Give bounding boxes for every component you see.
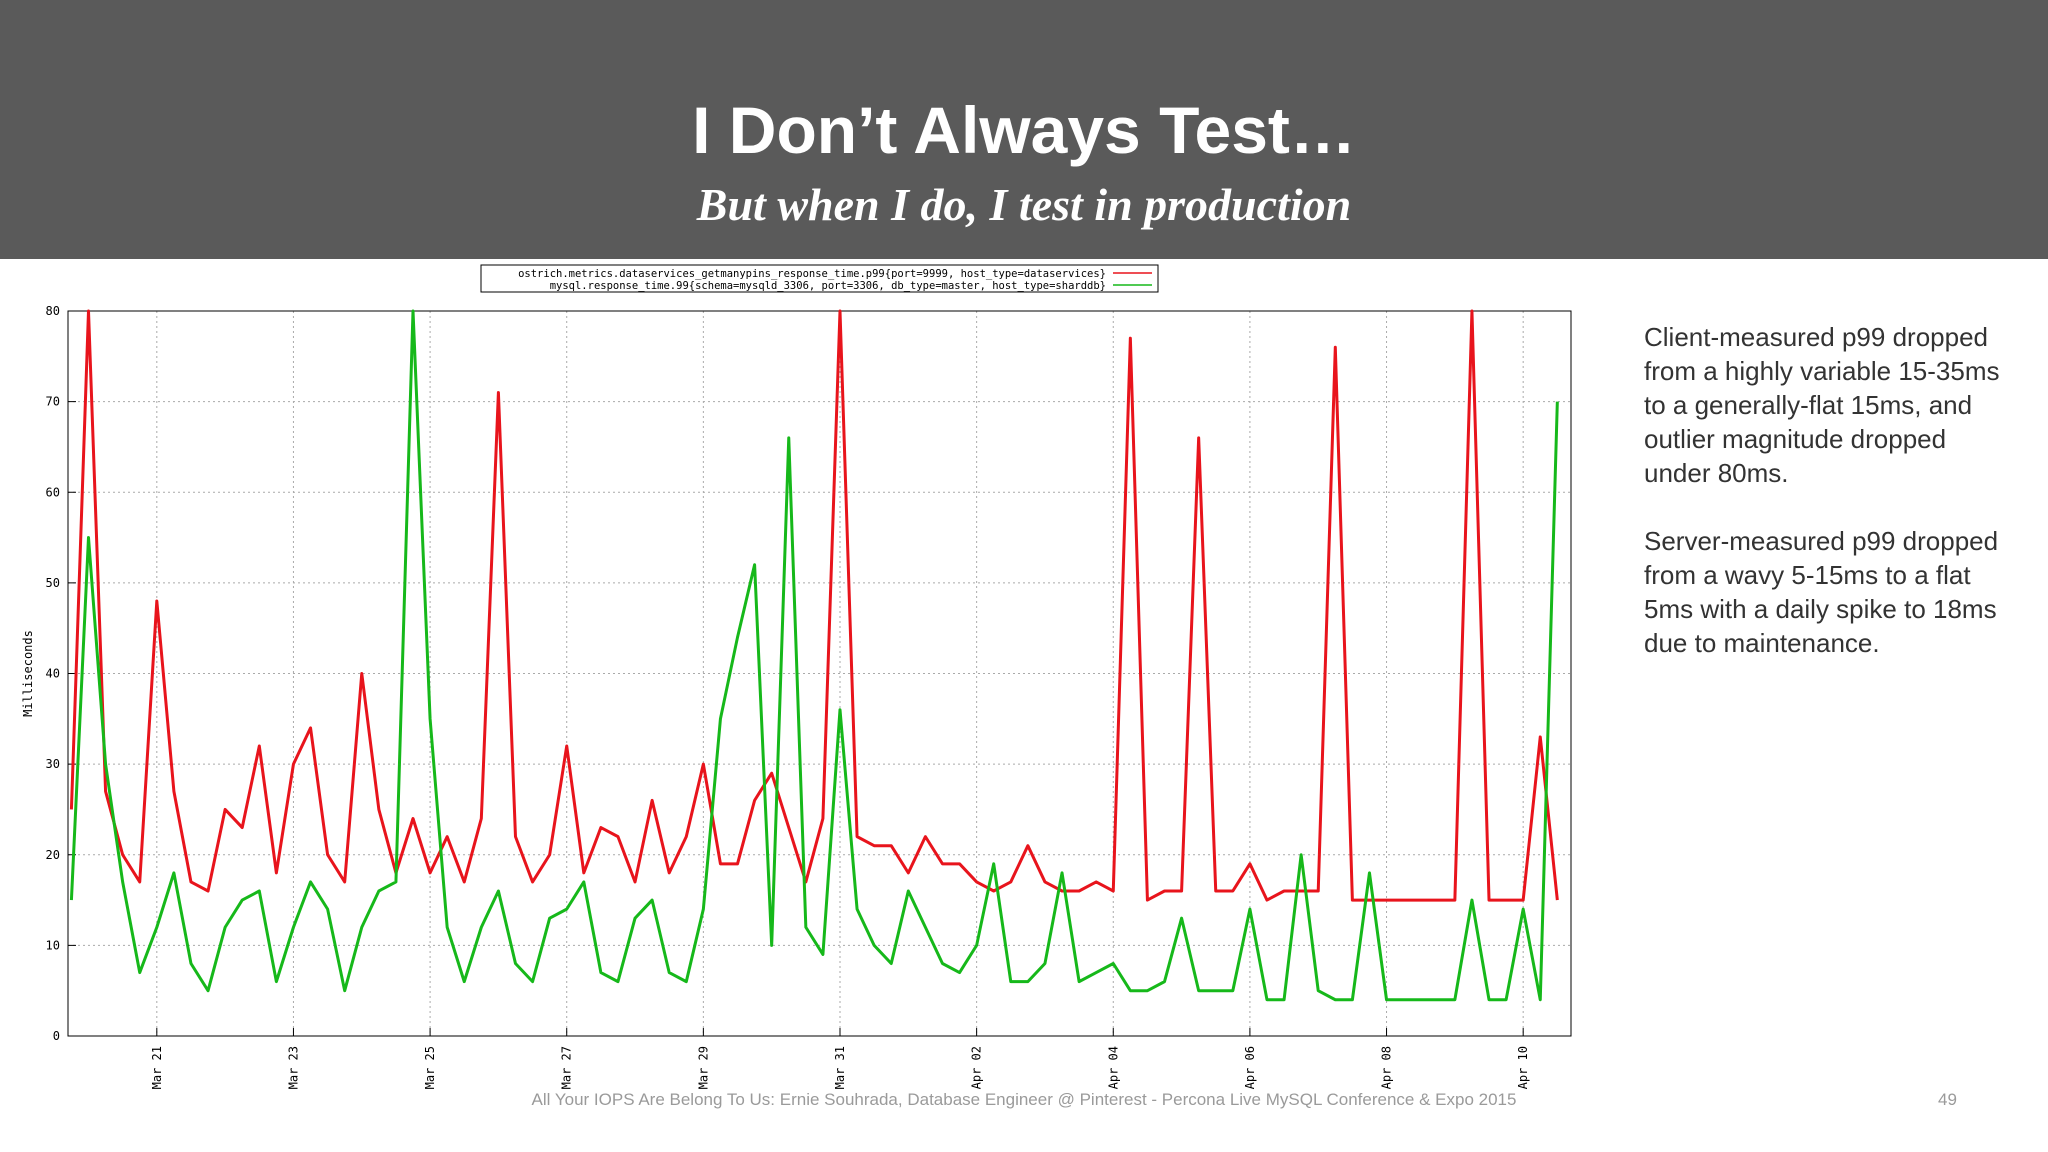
- subtitle: But when I do, I test in production: [696, 179, 1352, 230]
- x-tick-label: Mar 21: [150, 1046, 164, 1089]
- y-tick-label: 70: [46, 395, 60, 409]
- note: Server-measured p99 dropped from a wavy …: [1644, 526, 1999, 658]
- x-tick-label: Mar 23: [286, 1046, 300, 1089]
- x-tick-label: Apr 06: [1243, 1046, 1257, 1089]
- series-line: [69, 309, 1559, 902]
- x-tick-label: Mar 31: [833, 1046, 847, 1089]
- y-tick-label: 30: [46, 757, 60, 771]
- x-tick-label: Mar 29: [696, 1046, 710, 1089]
- y-axis-label: Milliseconds: [21, 630, 35, 717]
- x-tick-label: Apr 08: [1380, 1046, 1394, 1089]
- y-tick-label: 10: [46, 938, 60, 952]
- plot-frame: [67, 310, 1572, 1037]
- x-tick-label: Apr 02: [970, 1046, 984, 1089]
- x-tick-label: Mar 25: [423, 1046, 437, 1089]
- y-tick-label: 40: [46, 667, 60, 681]
- legend-label: mysql.response_time.99{schema=mysqld_330…: [550, 280, 1106, 292]
- x-tick-label: Mar 27: [560, 1046, 574, 1089]
- y-tick-label: 80: [46, 304, 60, 318]
- chart: 0 10 20 30 40 50 60 70 80 Mar 21 Mar 23 Mar 25 Mar 2…: [21, 264, 1572, 1089]
- footer: All Your IOPS Are Belong To Us: Ernie So…: [531, 1090, 1517, 1109]
- title: I Don’t Always Test…: [692, 93, 1356, 167]
- legend-box: [480, 264, 1159, 293]
- y-tick-label: 0: [53, 1029, 60, 1043]
- y-tick-label: 60: [46, 485, 60, 499]
- y-tick-label: 50: [46, 576, 60, 590]
- x-tick-label: Apr 10: [1516, 1046, 1530, 1089]
- note: Client-measured p99 dropped from a highl…: [1644, 322, 2000, 488]
- header-band: I Don’t Always Test… But when I do, I te…: [0, 0, 2048, 259]
- x-tick-label: Apr 04: [1106, 1046, 1120, 1089]
- series-line: [69, 309, 1559, 1002]
- notes: Client-measured p99 dropped from a highl…: [1644, 320, 2014, 694]
- legend-label: ostrich.metrics.dataservices_getmanypins…: [518, 268, 1106, 280]
- y-tick-label: 20: [46, 848, 60, 862]
- page-number: 49: [1938, 1090, 1957, 1109]
